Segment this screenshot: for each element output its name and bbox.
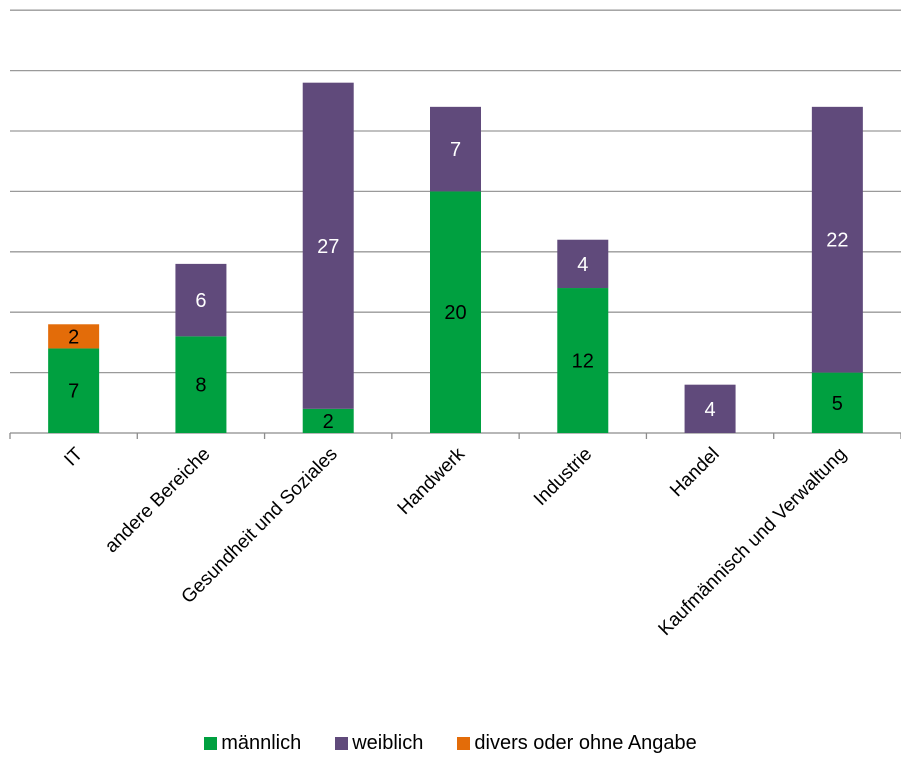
data-label-weiblich-kaufmannisch-und-verwaltung: 22: [826, 230, 848, 252]
data-label-weiblich-gesundheit-und-soziales: 27: [317, 236, 339, 258]
category-label-it: IT: [60, 443, 87, 470]
bar-mannlich-andere-bereiche: [175, 336, 227, 433]
legend-label-divers: divers oder ohne Angabe: [474, 732, 697, 754]
legend-label-maennlich: männlich: [221, 732, 302, 754]
legend-item-maennlich: männlich: [204, 732, 301, 755]
bar-mannlich-industrie: [557, 288, 609, 433]
bar-weiblich-handwerk: [430, 106, 481, 192]
data-label-divers-oder-ohne-angabe-it: 2: [68, 326, 79, 348]
category-label-andere-bereiche: andere Bereiche: [101, 444, 214, 557]
category-label-industrie: Industrie: [530, 444, 596, 510]
bar-divers-oder-ohne-angabe-it: [48, 324, 100, 349]
data-label-mannlich-handwerk: 20: [444, 302, 466, 324]
bar-mannlich-gesundheit-und-soziales: [302, 408, 354, 433]
bar-mannlich-it: [48, 348, 100, 433]
data-label-mannlich-gesundheit-und-soziales: 2: [323, 411, 334, 433]
chart-legend: männlich weiblich divers oder ohne Angab…: [0, 732, 901, 755]
bar-weiblich-andere-bereiche: [175, 263, 227, 337]
data-label-mannlich-it: 7: [68, 381, 79, 403]
data-label-mannlich-kaufmannisch-und-verwaltung: 5: [832, 393, 843, 415]
data-label-weiblich-andere-bereiche: 6: [195, 290, 206, 312]
data-label-weiblich-handel: 4: [705, 399, 716, 421]
category-label-handel: Handel: [666, 444, 723, 501]
legend-swatch-weiblich: [335, 737, 349, 750]
data-label-mannlich-andere-bereiche: 8: [195, 375, 206, 397]
legend-label-weiblich: weiblich: [352, 732, 424, 754]
legend-swatch-divers: [457, 737, 471, 750]
data-label-weiblich-handwerk: 7: [450, 139, 461, 161]
bar-mannlich-kaufmannisch-und-verwaltung: [811, 372, 863, 433]
data-label-weiblich-industrie: 4: [577, 254, 588, 276]
bar-weiblich-gesundheit-und-soziales: [302, 82, 354, 409]
legend-swatch-maennlich: [204, 737, 218, 750]
bar-weiblich-handel: [684, 384, 736, 433]
bar-weiblich-kaufmannisch-und-verwaltung: [811, 106, 863, 373]
data-label-mannlich-industrie: 12: [572, 351, 594, 373]
legend-item-weiblich: weiblich: [335, 732, 423, 755]
bar-weiblich-industrie: [557, 239, 609, 289]
category-label-handwerk: Handwerk: [394, 443, 470, 519]
bar-mannlich-handwerk: [430, 191, 481, 433]
legend-item-divers: divers oder ohne Angabe: [457, 732, 697, 755]
